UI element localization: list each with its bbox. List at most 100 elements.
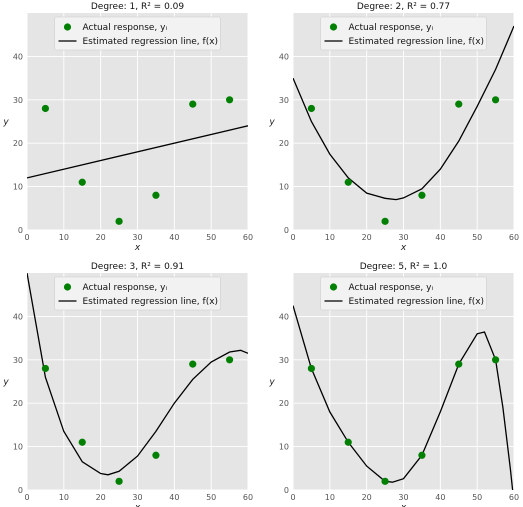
legend: Actual response, yᵢ Estimated regression …	[54, 16, 221, 51]
legend-label-line: Estimated regression line, f(x)	[349, 37, 485, 47]
data-point	[41, 364, 50, 373]
y-tick-label: 40	[13, 312, 23, 321]
legend-label-points: Actual response, yᵢ	[349, 23, 434, 33]
legend: Actual response, yᵢ Estimated regression …	[320, 16, 487, 51]
x-tick-label: 0	[24, 493, 29, 502]
data-point	[491, 96, 500, 104]
x-axis-label: x	[400, 503, 407, 507]
y-tick-label: 20	[279, 399, 289, 408]
chart-title: Degree: 5, R² = 1.0	[360, 262, 448, 272]
y-axis-label: y	[2, 118, 9, 128]
y-tick-label: 40	[279, 52, 289, 61]
x-tick-label: 10	[325, 493, 335, 502]
legend-marker-points	[329, 283, 338, 291]
x-tick-label: 0	[290, 233, 295, 242]
legend-box	[320, 16, 487, 51]
data-point	[307, 364, 316, 373]
y-tick-label: 0	[284, 226, 289, 235]
y-tick-label: 30	[13, 356, 23, 365]
data-point	[225, 96, 234, 104]
legend: Actual response, yᵢ Estimated regression …	[320, 276, 487, 311]
data-point	[381, 477, 389, 485]
data-point	[189, 100, 197, 108]
y-tick-label: 30	[279, 356, 289, 365]
data-point	[418, 191, 426, 199]
y-tick-label: 20	[13, 399, 23, 408]
x-tick-label: 50	[206, 493, 216, 502]
legend-marker-points	[329, 23, 338, 31]
regression-line	[27, 125, 248, 179]
x-tick-label: 40	[169, 233, 179, 242]
y-tick-label: 10	[279, 183, 289, 192]
x-tick-label: 50	[472, 493, 482, 502]
y-axis-label: y	[268, 118, 275, 128]
x-tick-label: 60	[509, 233, 519, 242]
legend-label-points: Actual response, yᵢ	[83, 283, 168, 293]
y-tick-label: 0	[18, 226, 23, 235]
y-tick-label: 0	[18, 486, 23, 495]
data-point	[344, 438, 352, 446]
data-point	[225, 356, 234, 364]
legend-box	[54, 16, 221, 51]
y-axis-label: y	[2, 378, 9, 388]
y-axis-label: y	[268, 378, 275, 388]
x-tick-label: 40	[435, 233, 445, 242]
y-tick-label: 10	[13, 443, 23, 452]
x-tick-label: 20	[362, 493, 372, 502]
legend-label-points: Actual response, yᵢ	[83, 23, 168, 33]
subplot-degree-5: 0 10 20 30 40 50 60 0 10 20 30 40 x y Degree: 5, R² = …	[268, 262, 519, 507]
data-point	[115, 477, 123, 485]
x-tick-label: 30	[398, 233, 408, 242]
x-axis-label: x	[134, 243, 141, 253]
x-tick-label: 0	[290, 493, 295, 502]
data-point	[455, 360, 463, 368]
data-point	[491, 356, 500, 364]
subplot-degree-2: 0 10 20 30 40 50 60 0 10 20 30 40 x y Degree: 2, R² = …	[268, 2, 519, 253]
data-point	[455, 100, 463, 108]
legend-marker-points	[63, 283, 72, 291]
x-tick-label: 10	[59, 493, 69, 502]
y-tick-label: 10	[13, 183, 23, 192]
data-point	[307, 104, 316, 113]
regression-line	[27, 273, 248, 476]
x-tick-label: 10	[59, 233, 69, 242]
subplot-degree-1: 0 10 20 30 40 50 60 0 10 20 30 40 x y Degree: 1, R² = …	[2, 2, 253, 253]
y-tick-label: 10	[279, 443, 289, 452]
data-point	[189, 360, 197, 368]
x-tick-label: 20	[362, 233, 372, 242]
x-tick-label: 60	[243, 233, 253, 242]
x-tick-label: 30	[398, 493, 408, 502]
x-tick-label: 50	[206, 233, 216, 242]
legend-label-points: Actual response, yᵢ	[349, 283, 434, 293]
data-point	[78, 178, 86, 186]
legend-label-line: Estimated regression line, f(x)	[83, 297, 219, 307]
data-point	[152, 451, 160, 459]
y-tick-label: 40	[279, 312, 289, 321]
x-tick-label: 40	[435, 493, 445, 502]
x-tick-label: 50	[472, 233, 482, 242]
data-point	[41, 104, 50, 113]
x-axis-label: x	[134, 503, 141, 507]
y-tick-label: 40	[13, 52, 23, 61]
data-point	[418, 451, 426, 459]
legend-label-line: Estimated regression line, f(x)	[349, 297, 485, 307]
data-point	[152, 191, 160, 199]
data-point	[344, 178, 352, 186]
chart-title: Degree: 1, R² = 0.09	[91, 2, 185, 12]
x-tick-label: 40	[169, 493, 179, 502]
y-tick-label: 20	[13, 139, 23, 148]
legend-marker-points	[63, 23, 72, 31]
x-tick-label: 20	[96, 233, 106, 242]
x-axis-label: x	[400, 243, 407, 253]
x-tick-label: 0	[24, 233, 29, 242]
y-tick-label: 0	[284, 486, 289, 495]
data-point	[381, 217, 389, 225]
legend-box	[54, 276, 221, 311]
x-tick-label: 10	[325, 233, 335, 242]
data-point	[78, 438, 86, 446]
subplot-degree-3: 0 10 20 30 40 50 60 0 10 20 30 40 x y Degree: 3, R² = …	[2, 262, 253, 507]
y-tick-label: 20	[279, 139, 289, 148]
legend-label-line: Estimated regression line, f(x)	[83, 37, 219, 47]
x-tick-label: 30	[132, 233, 142, 242]
x-tick-label: 60	[509, 493, 519, 502]
